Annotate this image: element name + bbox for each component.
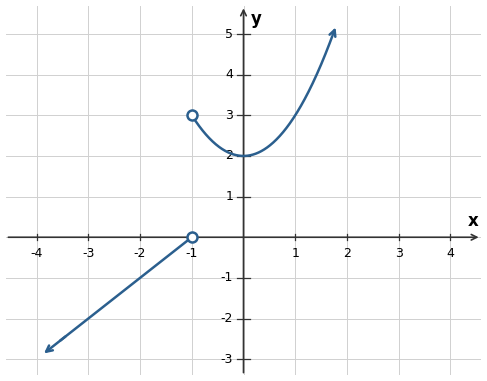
Text: -2: -2 (221, 312, 233, 325)
Text: -1: -1 (186, 247, 198, 260)
Text: 5: 5 (225, 27, 233, 40)
Point (188, 234, 196, 240)
Point (188, 112, 196, 118)
Text: 2: 2 (343, 247, 351, 260)
Text: 3: 3 (225, 109, 233, 122)
Text: 4: 4 (447, 247, 454, 260)
Text: 4: 4 (225, 68, 233, 81)
Text: 1: 1 (291, 247, 299, 260)
Text: 2: 2 (225, 149, 233, 162)
Text: -3: -3 (221, 353, 233, 366)
Text: -1: -1 (221, 271, 233, 284)
Text: x: x (468, 212, 479, 230)
Text: y: y (251, 10, 262, 27)
Text: 3: 3 (395, 247, 403, 260)
Text: -2: -2 (134, 247, 146, 260)
Text: 1: 1 (225, 190, 233, 203)
Text: -3: -3 (82, 247, 94, 260)
Text: -4: -4 (30, 247, 43, 260)
